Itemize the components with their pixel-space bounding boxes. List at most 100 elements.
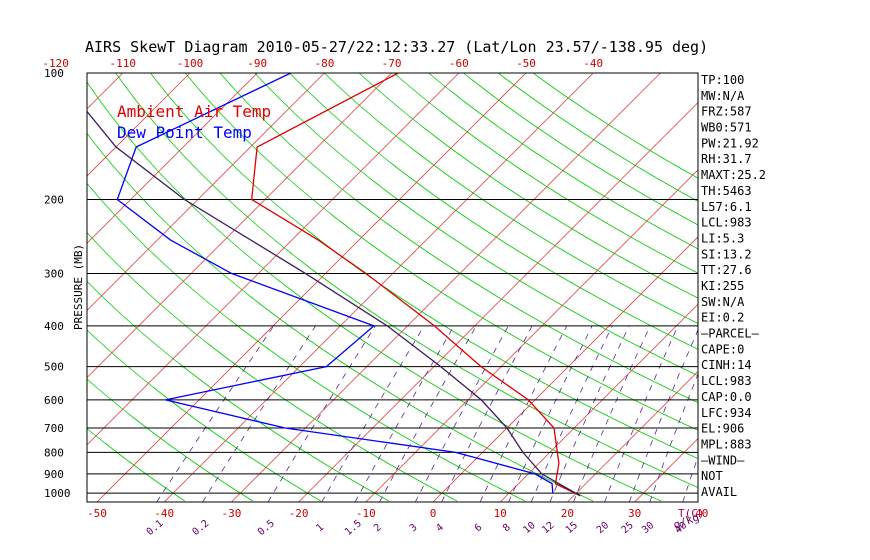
mixing-ratio-line xyxy=(267,325,376,502)
sounding-index: KI:255 xyxy=(701,279,744,293)
mixing-ratio-tick: 25 xyxy=(620,520,636,536)
bottom-temperature-tick: 30 xyxy=(628,507,641,520)
sounding-index: MW:N/A xyxy=(701,89,745,103)
sounding-index: PW:21.92 xyxy=(701,136,759,150)
isotherm-line xyxy=(87,73,124,110)
dry-adiabat-line xyxy=(358,73,698,299)
mixing-ratio-line xyxy=(202,325,316,502)
mixing-ratio-line xyxy=(321,325,425,502)
mixing-ratio-grid xyxy=(156,325,698,502)
series-line xyxy=(87,110,581,497)
isotherm-line xyxy=(499,303,698,502)
top-temperature-tick: -70 xyxy=(382,57,402,70)
dry-adiabat-line xyxy=(87,329,322,502)
isotherm-line xyxy=(87,73,460,446)
bottom-temperature-tick: 10 xyxy=(494,507,507,520)
sounding-index: TT:27.6 xyxy=(701,263,752,277)
sounding-index: —PARCEL— xyxy=(701,327,760,341)
dry-adiabat-line xyxy=(393,73,698,274)
sounding-index: CAPE:0 xyxy=(701,342,744,356)
bottom-temperature-tick: -50 xyxy=(87,507,107,520)
mixing-ratio-tick: 3 xyxy=(408,522,420,534)
dry-adiabat-line xyxy=(87,182,526,502)
sounding-index: SW:N/A xyxy=(701,295,745,309)
bottom-temperature-tick: -10 xyxy=(356,507,376,520)
isotherm-line xyxy=(87,73,191,177)
dry-adiabat-line xyxy=(532,73,698,179)
x-axis-label: T(C) xyxy=(678,507,705,520)
mixing-ratio-line xyxy=(573,325,651,502)
sounding-index: LCL:983 xyxy=(701,216,752,230)
top-temperature-tick: -50 xyxy=(516,57,536,70)
isotherm-line xyxy=(567,370,698,502)
isotherm-line xyxy=(96,73,527,502)
sounding-series xyxy=(87,73,581,497)
dry-adiabat-line xyxy=(428,73,698,250)
bottom-temperature-tick: 0 xyxy=(430,507,437,520)
dry-adiabat-line xyxy=(289,73,698,350)
sounding-index: LI:5.3 xyxy=(701,232,744,246)
pressure-tick-labels: 100 200 300 400 500 600 700 800 900 1000 xyxy=(44,67,71,500)
chart-title: AIRS SkewT Diagram 2010-05-27/22:12:33.2… xyxy=(85,38,708,56)
mixing-ratio-tick: 20 xyxy=(595,520,611,536)
sounding-index: MAXT:25.2 xyxy=(701,168,766,182)
series-line xyxy=(251,73,581,497)
sounding-index: LFC:934 xyxy=(701,406,752,420)
mixing-ratio-tick: 8 xyxy=(501,522,513,534)
top-temperature-tick: -120 xyxy=(42,57,69,70)
pressure-tick-label: 400 xyxy=(44,320,64,333)
isotherm-line xyxy=(163,73,594,502)
isotherm-line xyxy=(87,73,392,379)
sounding-index: WB0:571 xyxy=(701,121,752,135)
dry-adiabat-line xyxy=(219,73,698,404)
top-temperature-tick: -100 xyxy=(177,57,204,70)
pressure-tick-label: 600 xyxy=(44,394,64,407)
bottom-temperature-tick: -40 xyxy=(154,507,174,520)
mixing-ratio-line xyxy=(530,325,613,502)
sounding-index: TP:100 xyxy=(701,73,744,87)
mixing-ratio-line xyxy=(604,325,679,502)
dry-adiabat-line xyxy=(254,73,698,377)
top-temperature-tick: -80 xyxy=(314,57,334,70)
isotherm-line xyxy=(298,102,698,502)
pressure-tick-label: 800 xyxy=(44,446,64,459)
mixing-ratio-tick: 6 xyxy=(473,522,485,534)
bottom-temperature-tick: -30 xyxy=(221,507,241,520)
pressure-tick-label: 500 xyxy=(44,361,64,374)
pressure-tick-label: 200 xyxy=(44,193,64,206)
isobar-lines xyxy=(87,198,698,494)
pressure-tick-label: 1000 xyxy=(44,487,71,500)
pressure-tick-label: 100 xyxy=(44,67,64,80)
bottom-temperature-tick: 20 xyxy=(561,507,574,520)
isotherm-line xyxy=(87,73,258,244)
series-line xyxy=(116,73,554,494)
sounding-index: RH:31.7 xyxy=(701,152,752,166)
sounding-index: MPL:883 xyxy=(701,438,752,452)
sounding-index: EI:0.2 xyxy=(701,311,744,325)
dry-adiabat-line xyxy=(87,280,389,502)
top-temperature-ticks: -120 -110 -100 -90 -80 -70 -60 -50 -40 xyxy=(42,57,603,70)
mixing-ratio-tick: 12 xyxy=(540,520,556,536)
top-temperature-tick: -60 xyxy=(449,57,469,70)
bottom-temperature-ticks: -50 -40 -30 -20 -10 0 10 20 30 40 xyxy=(87,507,708,520)
bottom-temperature-tick: -20 xyxy=(289,507,309,520)
legend-dew-point-temp: Dew Point Temp xyxy=(117,123,252,142)
mixing-ratio-line xyxy=(628,328,698,502)
mixing-ratio-ticks: 0.1 0.2 0.5 1 1.5 2 3 4 6 8 10 12 15 20 25 30 40 xyxy=(145,518,690,538)
dry-adiabat-line xyxy=(87,378,254,502)
mixing-ratio-tick: 10 xyxy=(521,520,537,536)
pressure-tick-label: 900 xyxy=(44,468,64,481)
sounding-index: L57:6.1 xyxy=(701,200,752,214)
pressure-tick-label: 300 xyxy=(44,267,64,280)
y-axis-label: PRESSURE (MB) xyxy=(72,244,85,330)
mixing-ratio-line xyxy=(479,325,568,502)
bottom-temperature-tick: 40 xyxy=(695,507,708,520)
dry-adiabat-line xyxy=(87,231,458,502)
mixing-ratio-tick: 1 xyxy=(314,522,326,534)
sounding-index: SI:13.2 xyxy=(701,247,752,261)
dry-adiabat-line xyxy=(87,81,662,502)
plot-frame xyxy=(86,72,699,503)
mixing-ratio-tick: 30 xyxy=(640,520,656,536)
